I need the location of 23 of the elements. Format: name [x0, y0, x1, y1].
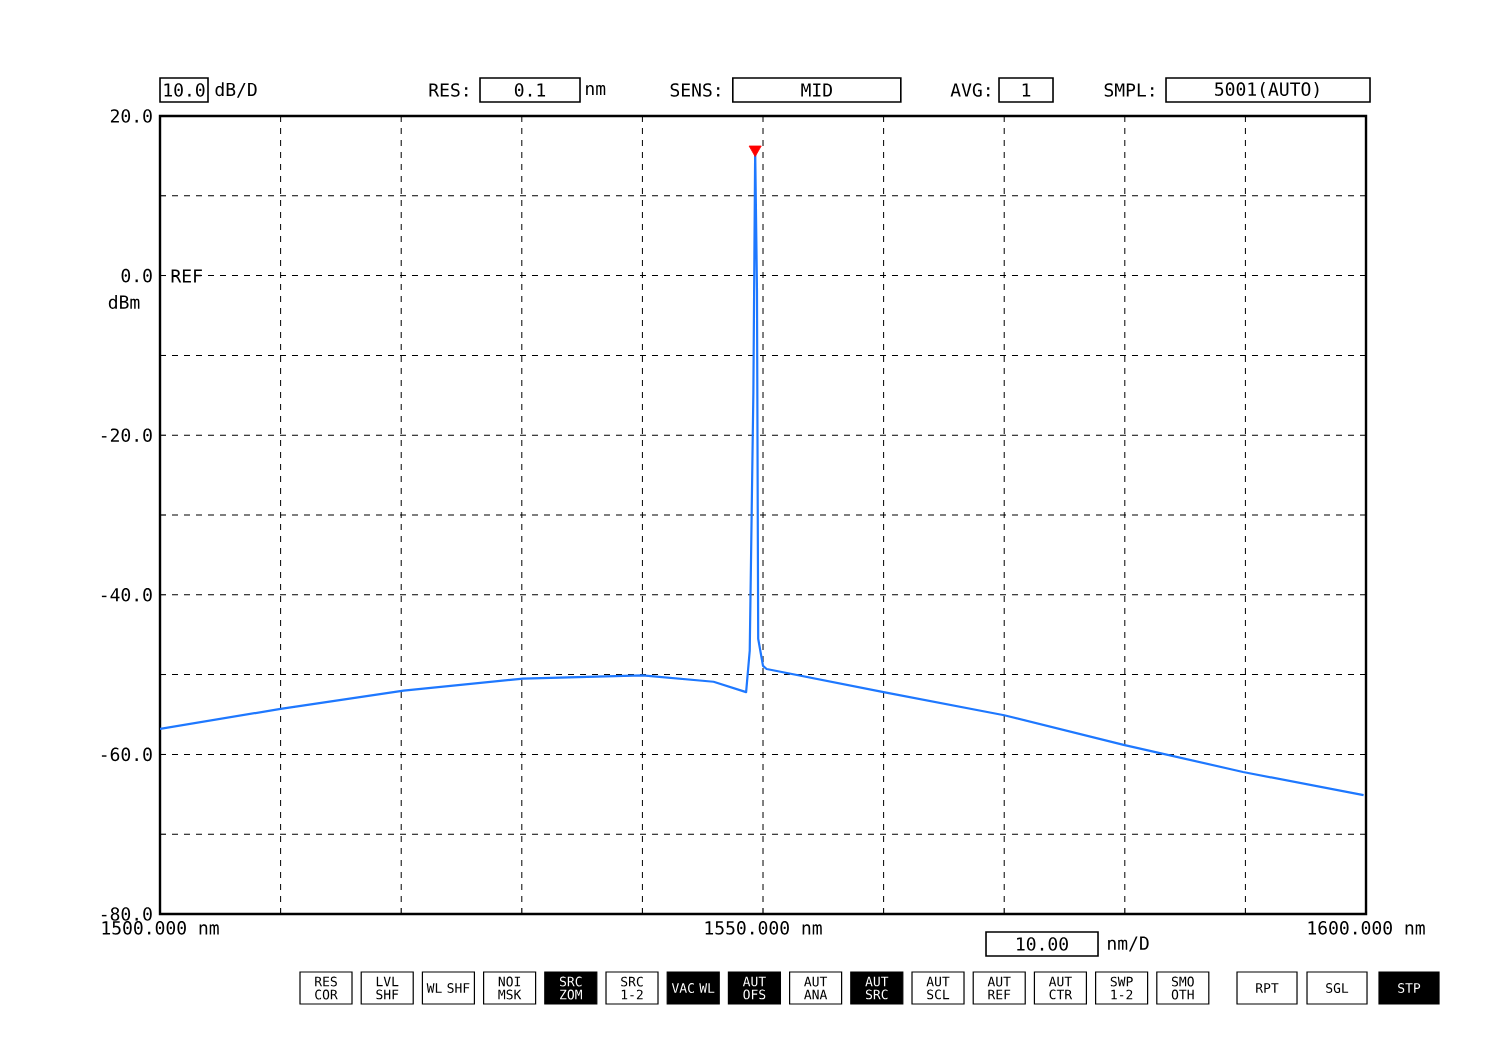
x-tick-label: 1550.000 nm — [705, 921, 822, 935]
text: nm — [586, 84, 606, 96]
text: 10.0 — [164, 83, 205, 97]
text: 5001(AUTO) — [1215, 81, 1319, 99]
text: 10.00 — [1017, 937, 1068, 951]
text: 0.1 — [514, 83, 546, 97]
text: SENS: — [670, 83, 720, 97]
x-tick-label: 1500.000 nm — [102, 921, 219, 935]
text: dB/D — [215, 82, 257, 98]
text: dBm — [108, 295, 140, 309]
text: SMPL: — [1104, 83, 1154, 97]
y-tick-label: -40.0 — [101, 587, 152, 602]
text: MID — [801, 83, 832, 97]
y-tick-label: 0.0 — [121, 268, 152, 283]
y-tick-label: -80.0 — [101, 907, 152, 921]
y-tick-label: -60.0 — [101, 747, 152, 762]
text: 1 — [1022, 83, 1031, 97]
y-tick-label: 20.0 — [110, 109, 152, 123]
text: nm/D — [1108, 936, 1149, 952]
text: AVG: — [950, 83, 990, 97]
y-tick-label: -20.0 — [101, 428, 152, 442]
text: RES: — [429, 83, 468, 97]
x-tick-label: 1600.000 nm — [1308, 921, 1425, 935]
